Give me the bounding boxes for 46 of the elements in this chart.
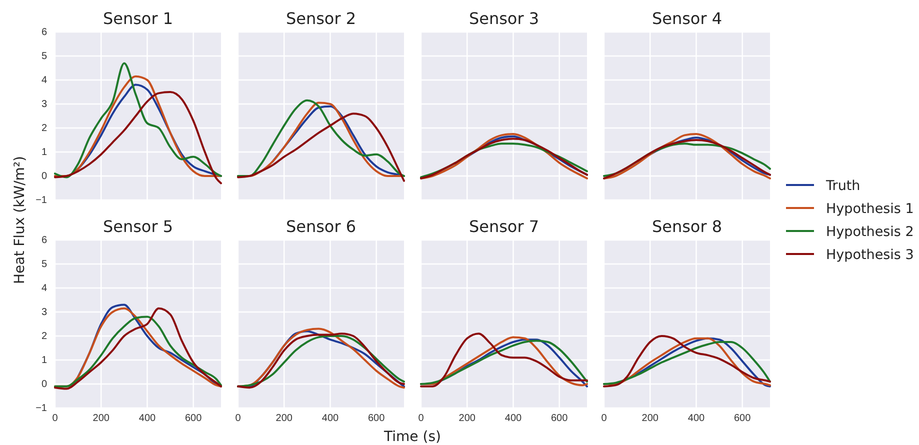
x-tick-label: 0 (601, 413, 608, 424)
chart-title: Sensor 3 (468, 9, 540, 28)
x-tick-label: 400 (688, 413, 705, 424)
y-tick-label: 4 (41, 75, 48, 86)
y-axis-title: Heat Flux (kW/m²) (12, 156, 28, 284)
chart-title: Sensor 5 (102, 217, 174, 236)
legend-label: Truth (825, 178, 860, 194)
legend-label: Hypothesis 2 (826, 224, 914, 240)
x-tick-label: 200 (642, 413, 659, 424)
y-tick-label: 2 (41, 123, 48, 134)
y-tick-label: −1 (36, 195, 48, 206)
y-tick-label: 5 (41, 259, 48, 270)
x-tick-label: 600 (368, 413, 386, 424)
y-tick-label: 1 (41, 355, 48, 366)
y-tick-label: 2 (41, 331, 48, 342)
x-tick-label: 400 (138, 413, 156, 424)
x-tick-label: 400 (322, 413, 339, 424)
y-tick-label: 3 (41, 307, 48, 318)
x-tick-label: 600 (184, 413, 202, 424)
x-tick-label: 400 (504, 413, 522, 424)
y-tick-label: 0 (41, 379, 48, 390)
y-tick-label: 6 (41, 235, 48, 246)
y-tick-label: 5 (41, 51, 48, 62)
x-tick-label: 0 (418, 413, 424, 424)
x-tick-label: 600 (734, 413, 752, 424)
x-tick-label: 600 (550, 413, 568, 424)
y-tick-label: 1 (41, 147, 48, 158)
y-tick-label: 6 (41, 27, 48, 38)
chart-title: Sensor 2 (286, 9, 356, 28)
y-tick-label: 3 (41, 99, 48, 110)
chart-title: Sensor 6 (286, 217, 356, 236)
x-tick-label: 200 (92, 413, 110, 424)
x-axis-title: Time (s) (383, 429, 441, 445)
chart-title: Sensor 4 (652, 9, 722, 28)
y-tick-label: 0 (41, 171, 48, 182)
y-tick-label: 4 (41, 283, 48, 294)
chart-title: Sensor 8 (652, 217, 722, 236)
legend-label: Hypothesis 3 (826, 247, 914, 263)
y-tick-label: −1 (36, 403, 48, 414)
x-tick-label: 200 (458, 413, 476, 424)
legend-label: Hypothesis 1 (826, 201, 914, 217)
x-tick-label: 0 (235, 413, 242, 424)
chart-title: Sensor 7 (468, 217, 540, 236)
chart-title: Sensor 1 (102, 9, 174, 28)
x-tick-label: 0 (52, 413, 58, 424)
x-tick-label: 200 (276, 413, 293, 424)
